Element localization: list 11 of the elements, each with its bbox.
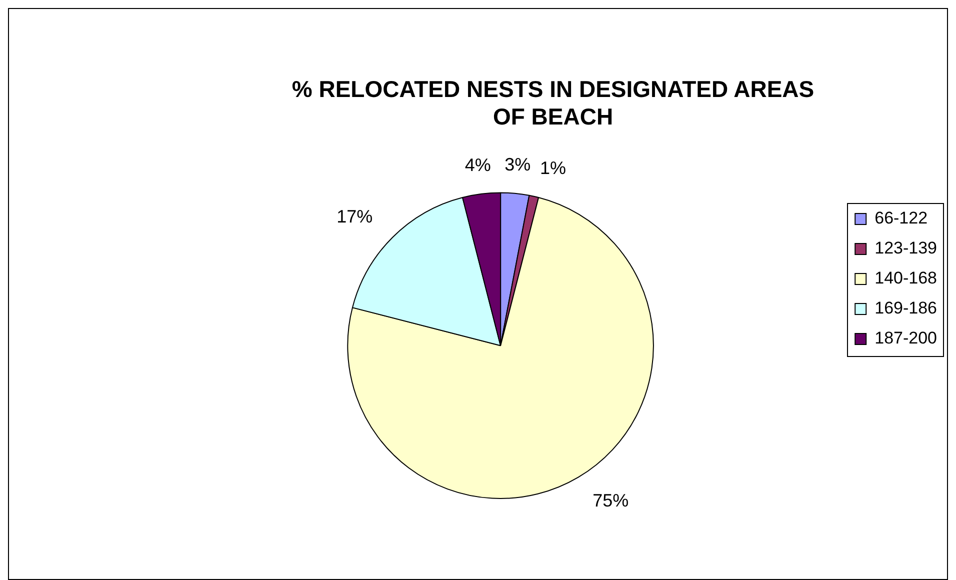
data-label: 4% [464, 155, 491, 176]
data-label: 75% [592, 490, 629, 510]
data-label: 3% [504, 154, 531, 174]
legend-label: 187-200 [874, 328, 937, 348]
data-label: 1% [540, 158, 566, 178]
legend-label: 123-139 [874, 238, 937, 258]
legend-label: 66-122 [874, 208, 928, 228]
data-label: 17% [336, 206, 373, 227]
chart-title: % RELOCATED NESTS IN DESIGNATED AREAS OF BEACH [292, 76, 814, 130]
legend-label: 169-186 [874, 298, 937, 318]
legend-label: 140-168 [874, 268, 937, 288]
